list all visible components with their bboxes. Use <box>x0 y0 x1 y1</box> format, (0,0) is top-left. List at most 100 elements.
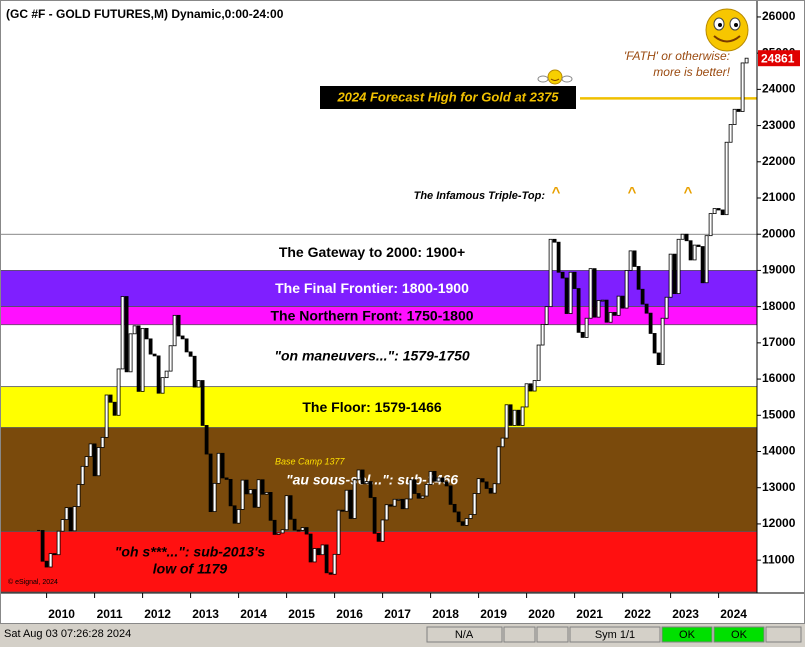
marker: ^ <box>552 184 561 201</box>
candle <box>212 482 217 513</box>
band <box>0 386 758 428</box>
candle <box>80 465 85 485</box>
candle <box>240 479 245 510</box>
candle <box>260 479 265 495</box>
y-tick-label: 17000 <box>762 335 796 349</box>
marker: ^ <box>684 184 693 201</box>
candle <box>248 489 253 495</box>
candle <box>568 271 573 314</box>
candle <box>420 495 425 499</box>
candle <box>620 295 625 309</box>
candle <box>612 312 617 316</box>
candle <box>616 295 621 316</box>
candle <box>116 368 121 416</box>
candle <box>264 492 269 495</box>
candle <box>60 519 65 532</box>
candle <box>296 529 301 532</box>
status-ok-text: OK <box>731 629 748 641</box>
candle <box>660 317 665 365</box>
candle <box>44 560 49 568</box>
candle <box>228 478 233 507</box>
candle <box>664 296 669 319</box>
candle <box>380 519 385 542</box>
candle <box>124 296 129 373</box>
candle <box>560 271 565 279</box>
candle <box>672 253 677 295</box>
candle <box>592 268 597 318</box>
x-tick-label: 2012 <box>144 607 171 621</box>
candle <box>48 553 53 568</box>
candle <box>552 238 557 243</box>
candle <box>128 333 133 373</box>
candle <box>440 477 445 483</box>
x-tick-label: 2019 <box>480 607 507 621</box>
candle <box>696 244 701 247</box>
candle <box>392 498 397 507</box>
y-tick-label: 26000 <box>762 9 796 23</box>
candle <box>500 437 505 448</box>
candle <box>604 299 609 323</box>
candle <box>184 338 189 353</box>
status-field <box>765 626 802 643</box>
candle <box>564 277 569 314</box>
candle <box>388 504 393 507</box>
candle <box>448 485 453 505</box>
candle <box>432 471 437 482</box>
candle <box>120 296 125 370</box>
candle <box>96 447 101 477</box>
candle <box>40 530 45 562</box>
candle <box>52 553 57 556</box>
band-label: "on maneuvers...": 1579-1750 <box>274 347 470 363</box>
candle <box>164 370 169 379</box>
candle <box>396 498 401 501</box>
candle <box>656 352 661 365</box>
candle <box>384 504 389 521</box>
candle <box>272 519 277 535</box>
x-tick-label: 2023 <box>672 607 699 621</box>
candle <box>736 108 741 112</box>
annotation: Base Camp 1377 <box>275 456 346 466</box>
y-tick-label: 12000 <box>762 516 796 530</box>
candle <box>340 509 345 512</box>
candle <box>516 409 521 426</box>
y-tick-label: 15000 <box>762 407 796 421</box>
candle <box>68 507 73 532</box>
candle <box>336 509 341 555</box>
candle <box>596 300 601 318</box>
candle <box>56 530 61 556</box>
candle <box>100 436 105 448</box>
candle <box>412 479 417 494</box>
candle <box>76 484 81 507</box>
candle <box>308 533 313 563</box>
candle <box>356 469 361 481</box>
y-tick-label: 21000 <box>762 190 796 204</box>
y-tick-label: 23000 <box>762 118 796 132</box>
candle <box>364 481 369 485</box>
marker: ^ <box>628 184 637 201</box>
status-datetime: Sat Aug 03 07:26:28 2024 <box>4 628 131 640</box>
candle <box>92 443 97 477</box>
candle <box>464 518 469 526</box>
candle <box>576 288 581 333</box>
candle <box>84 456 89 467</box>
candle <box>192 355 197 388</box>
y-tick-label: 20000 <box>762 226 796 240</box>
candle <box>180 335 185 340</box>
y-tick-label: 11000 <box>762 552 795 566</box>
candle <box>724 141 729 216</box>
x-tick-label: 2010 <box>48 607 75 621</box>
x-tick-label: 2021 <box>576 607 603 621</box>
status-ok <box>713 626 765 643</box>
small-smiley-icon <box>537 69 573 85</box>
candle <box>152 353 157 357</box>
candle <box>284 495 289 531</box>
candle <box>460 521 465 526</box>
x-tick-label: 2013 <box>192 607 219 621</box>
x-tick-label: 2016 <box>336 607 363 621</box>
y-tick-label: 24000 <box>762 82 796 96</box>
candle <box>232 505 237 524</box>
status-field <box>503 626 536 643</box>
candle <box>276 532 281 535</box>
candle <box>528 383 533 392</box>
